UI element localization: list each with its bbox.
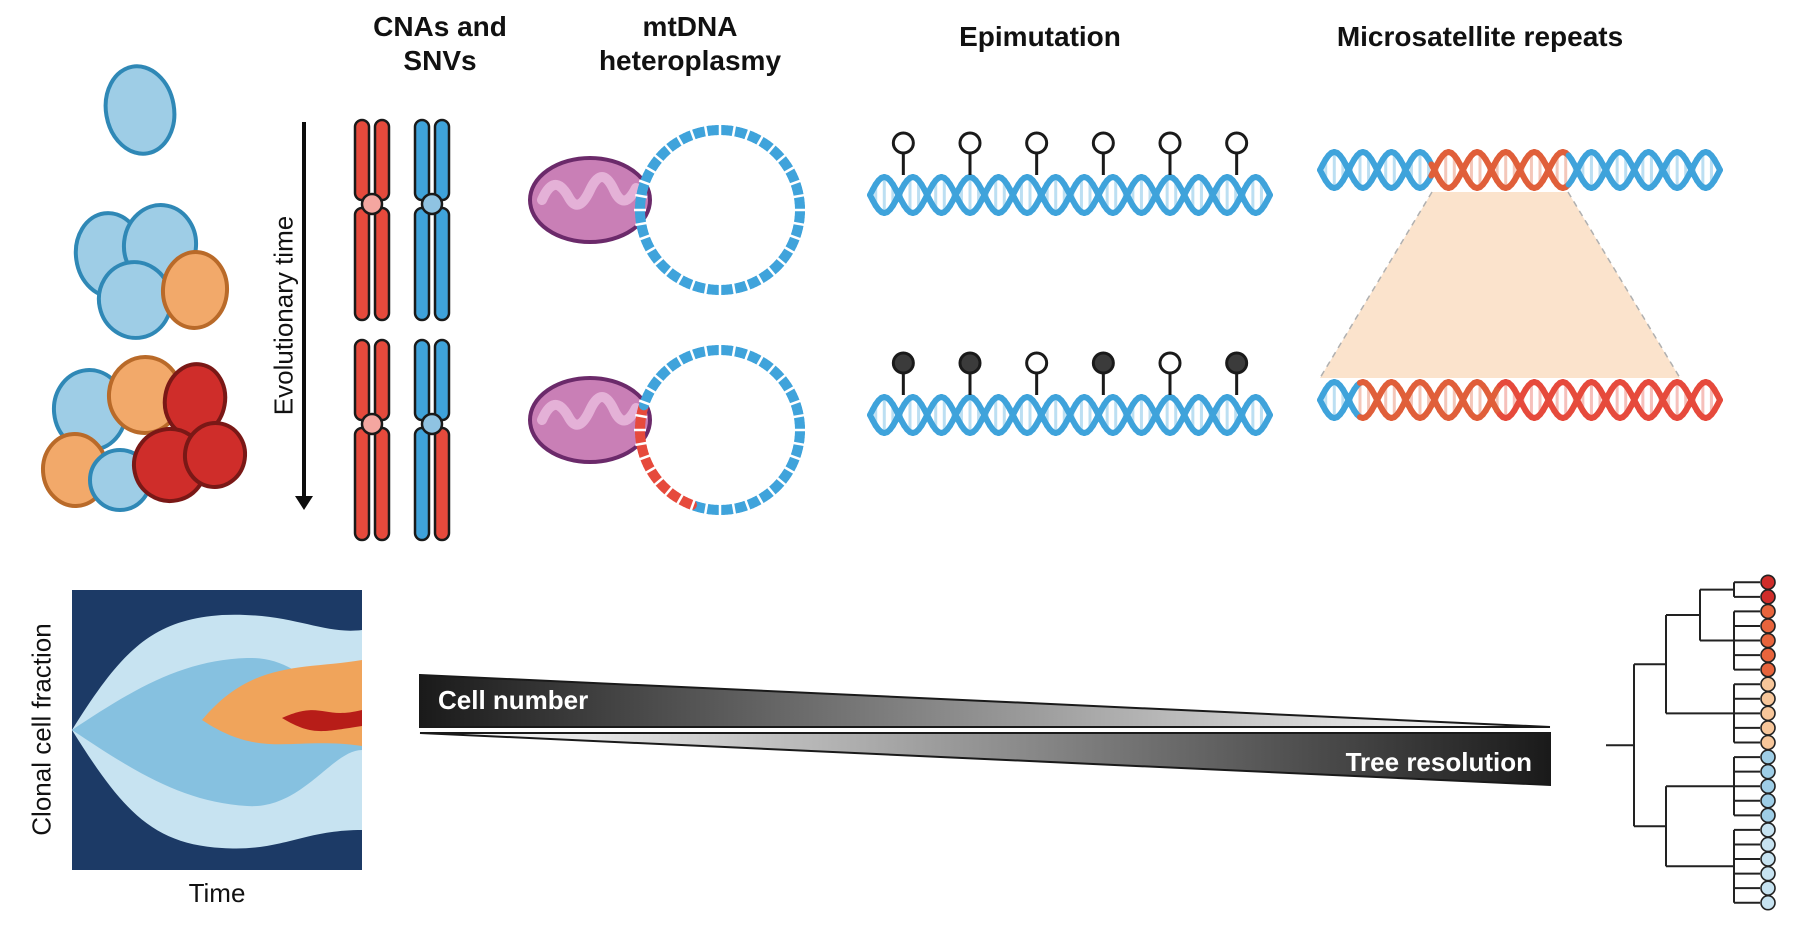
tree-tip xyxy=(1761,794,1775,808)
tree-tip xyxy=(1761,648,1775,662)
tree-tip xyxy=(1761,634,1775,648)
tree-tip xyxy=(1761,808,1775,822)
clonal-cells xyxy=(41,61,250,510)
microsatellite xyxy=(1320,152,1720,418)
tree-tip xyxy=(1761,721,1775,735)
tree-tip xyxy=(1761,765,1775,779)
tree-tip xyxy=(1761,736,1775,750)
tree-tip xyxy=(1761,575,1775,589)
muller-plot xyxy=(72,590,362,870)
muller-ylabel: Clonal cell fraction xyxy=(27,590,58,870)
evolutionary-time-label: Evolutionary time xyxy=(269,196,300,436)
diagram-canvas: Cell number Tree resolution xyxy=(0,0,1800,935)
chromosomes xyxy=(355,120,449,540)
tree-tip xyxy=(1761,677,1775,691)
tree-tip xyxy=(1761,867,1775,881)
tree-tip xyxy=(1761,750,1775,764)
wedge-bottom-label: Tree resolution xyxy=(1346,747,1532,777)
tree-tip xyxy=(1761,619,1775,633)
tradeoff-wedge: Cell number Tree resolution xyxy=(420,675,1550,785)
tree-tip xyxy=(1761,823,1775,837)
epimutation xyxy=(870,133,1270,433)
mtdna xyxy=(530,124,806,516)
phylo-tree xyxy=(1606,575,1775,909)
tree-tip xyxy=(1761,896,1775,910)
tree-tip xyxy=(1761,604,1775,618)
tree-tip xyxy=(1761,590,1775,604)
tree-tip xyxy=(1761,706,1775,720)
wedge-top-label: Cell number xyxy=(438,685,588,715)
tree-tip xyxy=(1761,692,1775,706)
tree-tip xyxy=(1761,852,1775,866)
tree-tip xyxy=(1761,663,1775,677)
tree-tip xyxy=(1761,779,1775,793)
tree-tip xyxy=(1761,837,1775,851)
tree-tip xyxy=(1761,881,1775,895)
muller-xlabel: Time xyxy=(72,878,362,909)
